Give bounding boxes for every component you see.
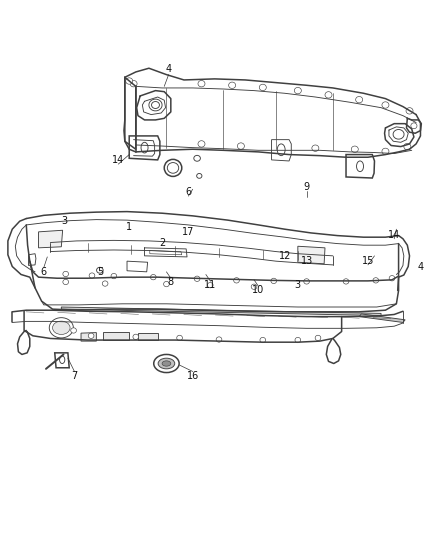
Ellipse shape <box>351 146 358 152</box>
Text: 15: 15 <box>362 256 374 266</box>
Polygon shape <box>138 333 158 340</box>
Ellipse shape <box>154 354 179 373</box>
Ellipse shape <box>163 281 169 287</box>
Ellipse shape <box>271 278 277 284</box>
Ellipse shape <box>259 84 266 91</box>
Polygon shape <box>346 155 374 178</box>
Text: 3: 3 <box>62 216 68 226</box>
Ellipse shape <box>130 80 137 87</box>
Ellipse shape <box>194 156 200 161</box>
Ellipse shape <box>126 78 133 84</box>
Ellipse shape <box>71 328 76 333</box>
Ellipse shape <box>373 278 378 283</box>
Polygon shape <box>55 353 69 368</box>
Ellipse shape <box>356 96 363 103</box>
Text: 7: 7 <box>71 371 78 381</box>
Text: 6: 6 <box>41 267 47 277</box>
Ellipse shape <box>158 358 175 369</box>
Ellipse shape <box>343 279 349 284</box>
Text: 17: 17 <box>182 227 194 237</box>
Polygon shape <box>129 136 160 160</box>
Polygon shape <box>103 332 129 340</box>
Text: 14: 14 <box>388 230 400 239</box>
Ellipse shape <box>357 161 364 172</box>
Ellipse shape <box>162 361 171 366</box>
Ellipse shape <box>237 143 244 149</box>
Ellipse shape <box>164 159 182 176</box>
Ellipse shape <box>194 276 200 281</box>
Text: 11: 11 <box>204 280 216 290</box>
Ellipse shape <box>63 271 68 277</box>
Ellipse shape <box>96 267 103 273</box>
Ellipse shape <box>141 142 148 153</box>
Ellipse shape <box>207 282 213 288</box>
Ellipse shape <box>177 335 182 341</box>
Text: 14: 14 <box>112 155 124 165</box>
Ellipse shape <box>294 87 301 94</box>
Ellipse shape <box>229 82 236 88</box>
Ellipse shape <box>150 274 156 280</box>
Text: 16: 16 <box>187 371 199 381</box>
Polygon shape <box>39 230 63 248</box>
Ellipse shape <box>89 273 95 278</box>
Ellipse shape <box>277 144 284 150</box>
Polygon shape <box>359 314 405 322</box>
Text: 10: 10 <box>252 286 265 295</box>
Ellipse shape <box>49 318 74 338</box>
Ellipse shape <box>111 273 117 279</box>
Ellipse shape <box>216 337 222 342</box>
Ellipse shape <box>404 143 411 150</box>
Ellipse shape <box>198 80 205 87</box>
Ellipse shape <box>411 123 417 129</box>
Ellipse shape <box>102 281 108 286</box>
Ellipse shape <box>406 108 413 114</box>
Ellipse shape <box>389 276 395 281</box>
Ellipse shape <box>382 102 389 108</box>
Ellipse shape <box>167 163 179 173</box>
Text: 2: 2 <box>159 238 165 247</box>
Ellipse shape <box>382 148 389 155</box>
Text: 9: 9 <box>304 182 310 191</box>
Ellipse shape <box>53 321 70 335</box>
Ellipse shape <box>198 141 205 147</box>
Text: 8: 8 <box>168 278 174 287</box>
Polygon shape <box>127 261 148 272</box>
Text: 1: 1 <box>126 222 132 231</box>
Polygon shape <box>61 307 381 316</box>
Ellipse shape <box>312 145 319 151</box>
Ellipse shape <box>63 279 68 285</box>
Ellipse shape <box>295 337 300 343</box>
Polygon shape <box>298 246 325 264</box>
Ellipse shape <box>234 278 239 283</box>
Polygon shape <box>81 333 96 341</box>
Text: 6: 6 <box>185 187 191 197</box>
Text: 5: 5 <box>98 267 104 277</box>
Text: 12: 12 <box>279 251 291 261</box>
Text: 4: 4 <box>166 64 172 74</box>
Text: 4: 4 <box>417 262 424 271</box>
Polygon shape <box>28 254 36 265</box>
Ellipse shape <box>251 284 257 289</box>
Ellipse shape <box>304 279 309 284</box>
Polygon shape <box>272 140 291 161</box>
Ellipse shape <box>88 333 94 338</box>
Ellipse shape <box>325 92 332 98</box>
Ellipse shape <box>277 144 285 156</box>
Ellipse shape <box>315 335 321 341</box>
Ellipse shape <box>260 337 265 343</box>
Ellipse shape <box>60 356 65 364</box>
Text: 3: 3 <box>295 280 301 290</box>
Text: 13: 13 <box>300 256 313 266</box>
Ellipse shape <box>197 173 202 178</box>
Ellipse shape <box>133 334 138 340</box>
